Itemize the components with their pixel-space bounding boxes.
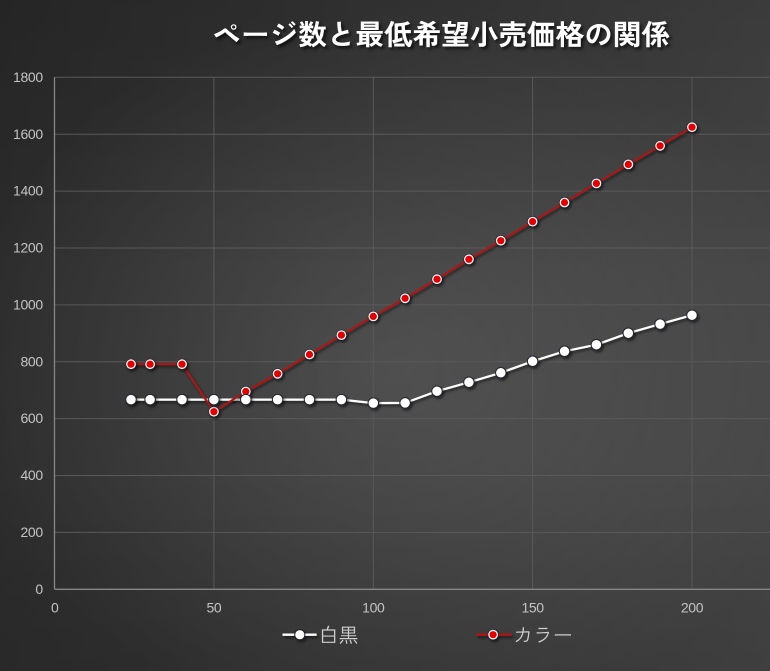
svg-text:1200: 1200 [13, 240, 43, 256]
svg-text:400: 400 [20, 467, 43, 483]
svg-text:100: 100 [362, 600, 385, 616]
svg-text:200: 200 [681, 600, 704, 616]
svg-text:0: 0 [51, 600, 59, 616]
svg-text:200: 200 [20, 524, 43, 540]
svg-text:600: 600 [20, 410, 43, 426]
svg-text:50: 50 [206, 600, 221, 616]
svg-text:150: 150 [521, 600, 544, 616]
svg-text:1800: 1800 [13, 69, 43, 85]
svg-text:1600: 1600 [13, 126, 43, 142]
svg-text:800: 800 [20, 353, 43, 369]
svg-text:0: 0 [35, 581, 43, 597]
svg-text:1000: 1000 [13, 297, 43, 313]
svg-text:1400: 1400 [13, 183, 43, 199]
